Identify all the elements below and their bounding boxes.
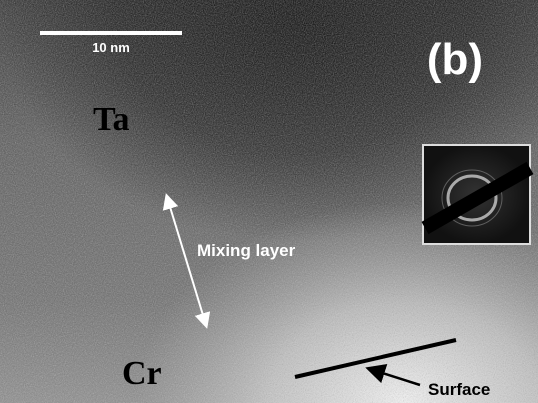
diffraction-inset	[423, 145, 530, 244]
scale-label: 10 nm	[92, 40, 130, 55]
panel-label: (b)	[427, 35, 483, 84]
surface-label: Surface	[428, 380, 490, 399]
micrograph: 10 nm (b) Ta Mixing layer Cr Surface	[0, 0, 538, 403]
mixing-layer-label: Mixing layer	[197, 241, 296, 260]
ta-label: Ta	[93, 101, 130, 138]
cr-label: Cr	[122, 355, 162, 392]
